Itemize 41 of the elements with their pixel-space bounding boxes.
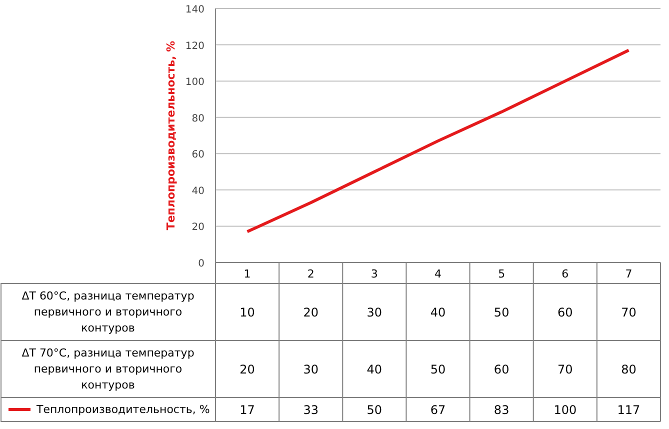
text: 40 [430,306,446,320]
x-tick-label: 1 [244,268,251,280]
text: 30 [303,362,319,376]
text: 60 [558,306,573,320]
y-tick-label: 60 [192,150,205,161]
text: 50 [430,362,446,376]
x-tick-label: 2 [307,268,314,280]
x-tick-label: 7 [625,268,632,280]
y-tick-label: 0 [198,258,205,270]
y-axis-title: Теплопроизводительность, % [164,40,178,230]
text: 20 [240,362,255,376]
data-label: 50 [366,403,382,417]
data-label: 100 [554,403,577,417]
line-series [246,48,630,234]
text: 60 [494,362,510,376]
data-label: 83 [494,403,510,417]
text: 20 [303,306,319,320]
data-label: 17 [240,403,255,417]
text: 40 [366,362,382,376]
x-tick-label: 3 [370,268,378,280]
text: ΔT 60°C, разница температур первичного и вторичного контуров [22,290,194,334]
y-tick-label: 140 [185,4,205,16]
legend-label: Теплопроизводительность, % [36,403,210,416]
text: 80 [621,362,636,376]
text: 10 [240,306,255,320]
x-tick-label: 5 [498,268,506,280]
y-tick-label: 40 [192,186,205,197]
y-tick-label: 100 [185,77,205,88]
data-label: 67 [430,403,446,417]
data-label: 33 [303,403,319,417]
text: 50 [494,306,510,320]
data-label: 117 [617,403,640,417]
y-tick-label: 80 [192,113,205,124]
y-tick-label: 120 [185,40,205,52]
x-tick-label: 6 [562,268,569,280]
text: 70 [621,306,636,320]
text: ΔT 70°C, разница температур первичного и вторичного контуров [22,346,194,392]
text: 30 [366,306,382,320]
y-tick-label: 20 [192,222,205,234]
x-tick-label: 4 [434,268,442,280]
text: 70 [558,362,573,376]
